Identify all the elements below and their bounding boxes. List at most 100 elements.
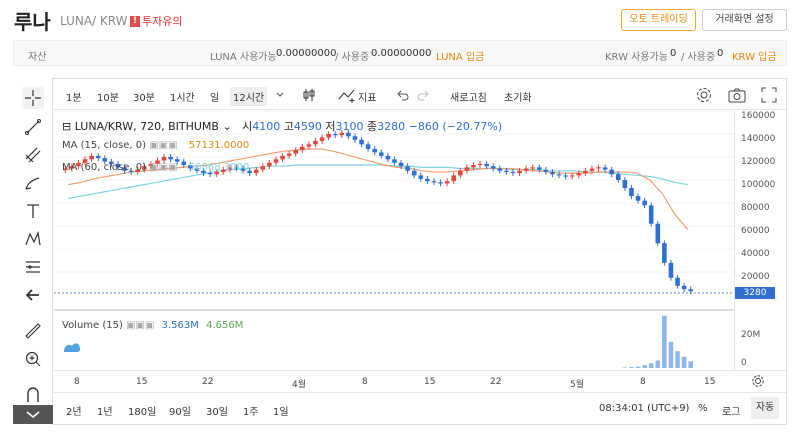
candle-body — [675, 277, 680, 286]
time-tick: 15 — [136, 377, 148, 387]
fib-icon[interactable] — [22, 144, 44, 166]
screen-settings-button[interactable]: 거래화면 설정 — [702, 9, 787, 31]
range-180d[interactable]: 180일 — [128, 407, 157, 418]
krw-deposit-link[interactable]: KRW 입금 — [732, 52, 777, 63]
volume-bar — [648, 363, 654, 368]
volume-label: Volume (15) — [62, 320, 123, 331]
collapse-legend-icon[interactable]: ⊟ — [62, 120, 72, 133]
brush-icon[interactable] — [22, 172, 44, 194]
interval-10m[interactable]: 10분 — [97, 93, 119, 104]
candle-type-icon[interactable] — [300, 86, 318, 104]
candle-body — [346, 132, 351, 137]
clock[interactable]: 08:34:01 (UTC+9) — [599, 403, 690, 414]
candle-body — [234, 167, 239, 169]
krw-available-label: KRW 사용가능 — [605, 52, 668, 63]
interval-30m[interactable]: 30분 — [133, 93, 155, 104]
interval-1d[interactable]: 일 — [210, 93, 220, 104]
axis-settings-gear-icon[interactable] — [751, 374, 765, 388]
volume-value: 3.563M — [161, 320, 199, 331]
candle-body — [221, 169, 226, 172]
interval-dropdown-icon[interactable] — [276, 92, 284, 98]
text-tool-icon[interactable] — [22, 200, 44, 222]
time-tick: 22 — [490, 377, 502, 387]
pattern-icon[interactable] — [22, 228, 44, 250]
ma60-value: 56868.3000 — [188, 162, 250, 173]
luna-deposit-link[interactable]: LUNA 입금 — [436, 52, 485, 63]
price-tick: 160000 — [741, 111, 776, 121]
candle-body — [319, 137, 325, 141]
candle-body — [214, 171, 219, 175]
candle-body — [569, 175, 575, 177]
candle-body — [504, 170, 509, 172]
symbol-label[interactable]: LUNA/KRW, 720, BITHUMB — [74, 120, 219, 133]
last-price-marker: 3280 — [735, 287, 775, 299]
prediction-icon[interactable] — [22, 256, 44, 278]
collapse-toolbar-button[interactable] — [13, 405, 53, 424]
back-arrow-icon[interactable] — [22, 284, 44, 306]
undo-icon[interactable] — [394, 86, 410, 104]
range-1y[interactable]: 1년 — [97, 407, 113, 418]
magnet-icon[interactable] — [22, 384, 44, 406]
interval-1m[interactable]: 1분 — [66, 93, 82, 104]
indicators-icon[interactable] — [337, 86, 357, 104]
candle-body — [148, 163, 154, 167]
ruler-icon[interactable] — [22, 320, 44, 342]
ma15-controls-icon[interactable]: ▣▣▣ — [149, 140, 178, 151]
zoom-in-icon[interactable] — [22, 348, 44, 370]
auto-scale-toggle[interactable]: 자동 — [751, 397, 779, 419]
candle-body — [253, 169, 259, 174]
candle-body — [313, 140, 318, 145]
price-tick: 20000 — [741, 272, 770, 282]
volume-bar — [629, 367, 634, 368]
interval-12h[interactable]: 12시간 — [230, 87, 268, 106]
crosshair-icon[interactable] — [22, 87, 44, 109]
interval-1h[interactable]: 1시간 — [170, 93, 195, 104]
candles — [63, 129, 693, 295]
log-toggle[interactable]: 로그 — [722, 407, 741, 418]
change-value: −860 (−20.77%) — [408, 120, 503, 133]
indicators-button[interactable]: 지표 — [358, 93, 377, 104]
time-tick: 8 — [640, 377, 646, 387]
candle-body — [596, 167, 601, 169]
candle-body — [662, 243, 667, 263]
ma60-controls-icon[interactable]: ▣▣▣ — [149, 162, 178, 173]
range-1w[interactable]: 1주 — [243, 407, 259, 418]
price-chart[interactable] — [54, 110, 734, 370]
reset-button[interactable]: 초기화 — [504, 93, 532, 104]
time-tick: 5월 — [570, 380, 585, 390]
percent-toggle[interactable]: % — [698, 403, 708, 414]
gear-icon[interactable] — [695, 86, 713, 104]
close-label: 종 — [367, 120, 378, 133]
candle-body — [681, 285, 687, 290]
price-axis: 160000 140000 120000 100000 80000 60000 … — [734, 110, 786, 370]
price-tick: 100000 — [741, 180, 776, 190]
refresh-button[interactable]: 새로고침 — [450, 93, 487, 104]
candle-body — [76, 162, 81, 167]
range-30d[interactable]: 30일 — [206, 407, 228, 418]
trendline-icon[interactable] — [22, 116, 44, 138]
auto-trading-button[interactable]: 오토 트레이딩 — [621, 9, 696, 31]
camera-icon[interactable] — [727, 86, 747, 104]
range-90d[interactable]: 90일 — [169, 407, 191, 418]
range-1d[interactable]: 1일 — [273, 407, 289, 418]
candle-body — [260, 166, 266, 170]
candle-body — [583, 170, 588, 174]
fullscreen-icon[interactable] — [760, 86, 778, 104]
volume-controls-icon[interactable]: ▣▣▣ — [126, 320, 155, 331]
symbol-legend: ⊟ LUNA/KRW, 720, BITHUMB ⌄ 시4100 고4590 저… — [62, 118, 502, 134]
candle-body — [458, 170, 463, 176]
ma15-value: 57131.0000 — [188, 140, 250, 151]
ma60-legend: MA (60, close, 0) ▣▣▣ 56868.3000 — [62, 162, 249, 173]
candle-body — [563, 175, 568, 177]
candle-body — [286, 153, 292, 156]
candle-body — [168, 157, 173, 160]
warning-icon: ! — [130, 15, 140, 27]
range-2y[interactable]: 2년 — [66, 407, 82, 418]
candle-body — [431, 181, 437, 183]
time-tick: 8 — [74, 377, 80, 387]
volume-legend: Volume (15) ▣▣▣ 3.563M 4.656M — [62, 320, 243, 331]
redo-icon[interactable] — [416, 86, 432, 104]
symbol-dropdown-icon[interactable]: ⌄ — [222, 120, 232, 133]
krw-in-use-value: 0 — [717, 48, 724, 59]
candle-body — [609, 169, 614, 175]
